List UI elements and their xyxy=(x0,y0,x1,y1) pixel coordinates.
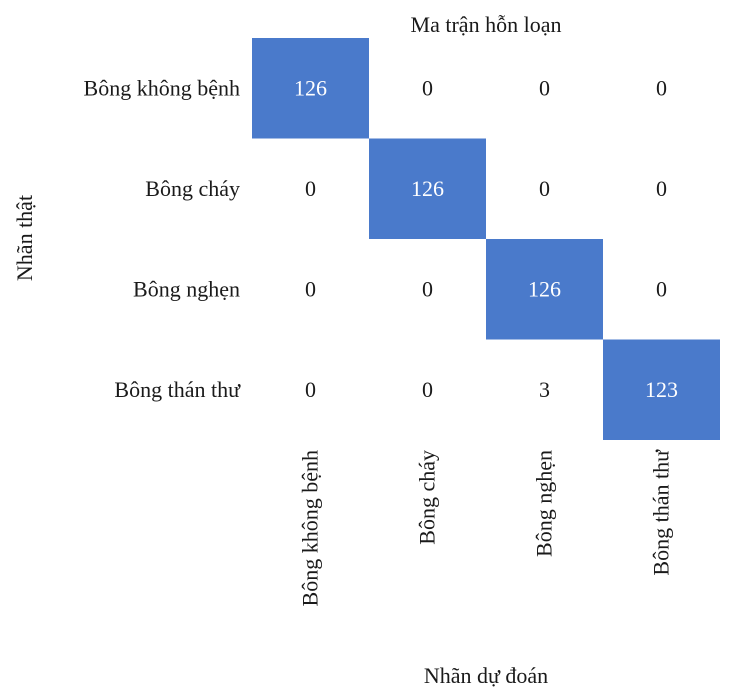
cell-value-r2-c2: 126 xyxy=(528,276,561,301)
cell-value-r0-c1: 0 xyxy=(422,75,433,100)
cell-value-r3-c0: 0 xyxy=(305,377,316,402)
column-label-1: Bông cháy xyxy=(415,450,440,545)
cell-value-r0-c3: 0 xyxy=(656,75,667,100)
row-labels: Bông không bệnh Bông cháy Bông nghẹn Bông t… xyxy=(84,75,242,402)
column-label-2: Bông nghẹn xyxy=(532,450,557,557)
cell-highlight-r3-c3 xyxy=(603,339,720,440)
cell-value-r3-c1: 0 xyxy=(422,377,433,402)
cell-value-r1-c1: 126 xyxy=(411,176,444,201)
cell-value-r2-c1: 0 xyxy=(422,276,433,301)
column-labels: Bông không bệnh Bông cháy Bông nghẹn Bông t… xyxy=(298,449,674,607)
cell-highlight-r1-c1 xyxy=(369,138,486,239)
y-axis-label: Nhãn thật xyxy=(12,195,37,281)
cell-highlight-r2-c2 xyxy=(486,239,603,340)
row-label-3: Bông thán thư xyxy=(114,377,241,402)
cell-value-r0-c2: 0 xyxy=(539,75,550,100)
cell-value-r3-c2: 3 xyxy=(539,377,550,402)
row-label-1: Bông cháy xyxy=(145,176,240,201)
cell-value-r2-c0: 0 xyxy=(305,276,316,301)
column-label-3: Bông thán thư xyxy=(649,449,674,576)
cell-value-r1-c3: 0 xyxy=(656,176,667,201)
cell-value-r1-c2: 0 xyxy=(539,176,550,201)
column-label-0: Bông không bệnh xyxy=(298,450,323,606)
row-label-0: Bông không bệnh xyxy=(84,75,240,100)
cell-value-r2-c3: 0 xyxy=(656,276,667,301)
cell-highlight-r0-c0 xyxy=(252,38,369,139)
matrix-cells: 126 0 0 0 0 126 0 0 0 0 126 0 0 0 3 123 xyxy=(252,38,720,440)
x-axis-label: Nhãn dự đoán xyxy=(424,663,548,688)
cell-value-r3-c3: 123 xyxy=(645,377,678,402)
cell-value-r0-c0: 126 xyxy=(294,75,327,100)
chart-title: Ma trận hỗn loạn xyxy=(411,12,562,37)
cell-value-r1-c0: 0 xyxy=(305,176,316,201)
row-label-2: Bông nghẹn xyxy=(133,276,240,301)
